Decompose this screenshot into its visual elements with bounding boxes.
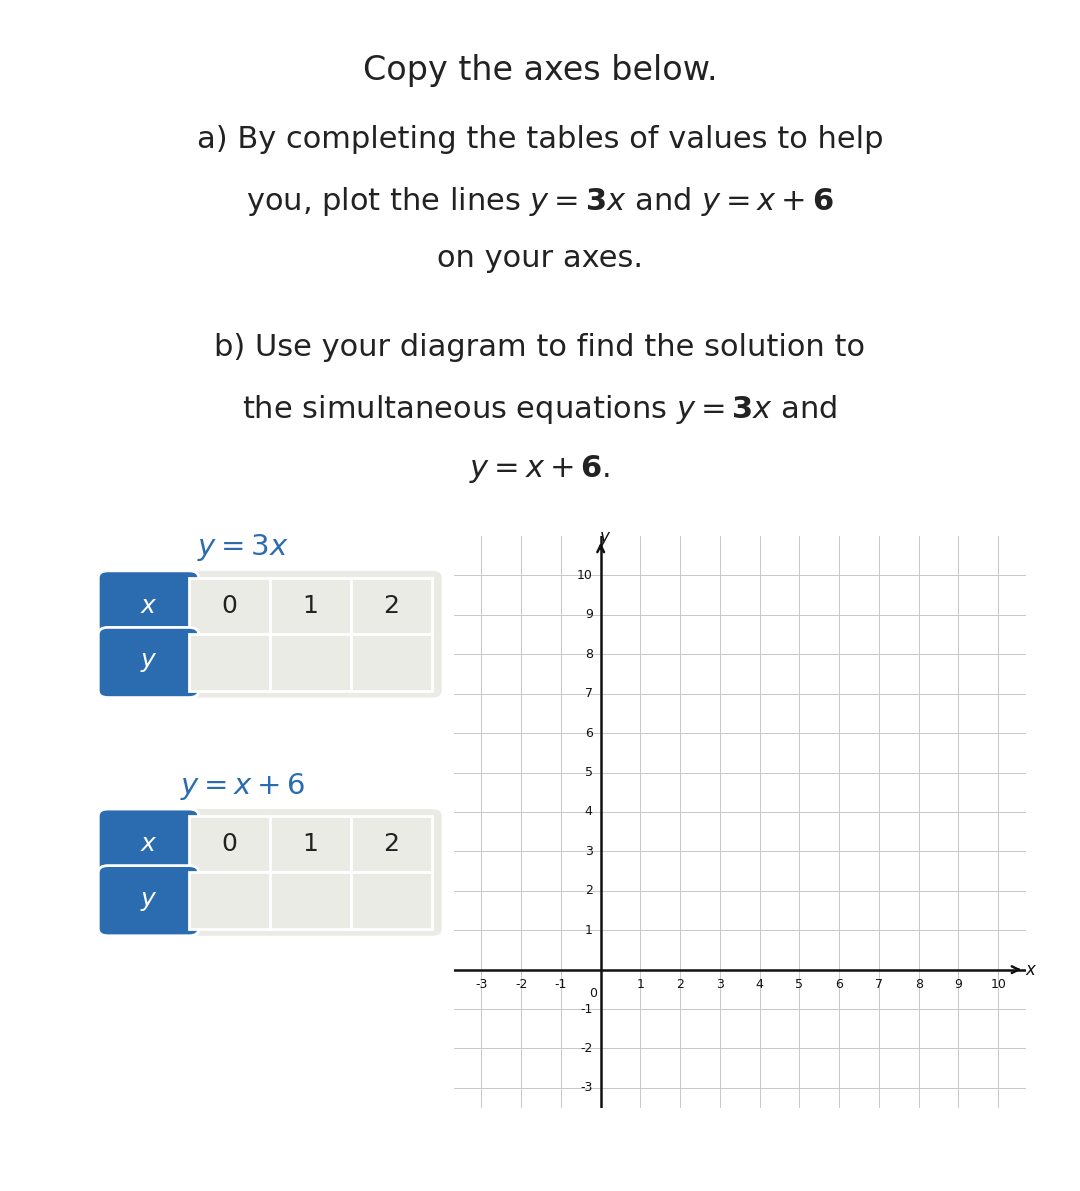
Text: $\it{y}$: $\it{y}$	[139, 650, 158, 674]
Text: 9: 9	[585, 609, 593, 622]
Text: 3: 3	[716, 978, 724, 991]
Text: 2: 2	[676, 978, 684, 991]
Text: -1: -1	[580, 1003, 593, 1016]
FancyBboxPatch shape	[351, 872, 432, 929]
FancyBboxPatch shape	[98, 866, 199, 936]
FancyBboxPatch shape	[98, 570, 442, 698]
Text: 4: 4	[585, 805, 593, 818]
Text: 7: 7	[584, 687, 593, 700]
Text: -2: -2	[580, 1042, 593, 1055]
Text: 6: 6	[585, 727, 593, 740]
Text: -1: -1	[555, 978, 567, 991]
Text: 1: 1	[302, 594, 319, 618]
FancyBboxPatch shape	[351, 578, 432, 634]
Text: -3: -3	[475, 978, 487, 991]
Text: you, plot the lines $\it{y} = \mathbf{3}\it{x}$ and $\it{y} = \it{x} + \mathbf{6: you, plot the lines $\it{y} = \mathbf{3}…	[246, 185, 834, 218]
Text: 0: 0	[221, 594, 238, 618]
Text: 1: 1	[636, 978, 645, 991]
Text: $\it{y}$: $\it{y}$	[599, 530, 611, 548]
Text: $y = 3x$: $y = 3x$	[198, 532, 288, 563]
Text: 2: 2	[585, 884, 593, 897]
Text: $y = x + 6$: $y = x + 6$	[180, 771, 306, 802]
FancyBboxPatch shape	[189, 872, 270, 929]
Text: 1: 1	[302, 833, 319, 856]
Text: 2: 2	[383, 833, 400, 856]
Text: 7: 7	[875, 978, 883, 991]
FancyBboxPatch shape	[98, 570, 199, 641]
Text: 0: 0	[221, 833, 238, 856]
Text: 0: 0	[590, 987, 597, 1000]
FancyBboxPatch shape	[351, 816, 432, 872]
Text: 4: 4	[756, 978, 764, 991]
FancyBboxPatch shape	[189, 816, 270, 872]
FancyBboxPatch shape	[270, 816, 351, 872]
Text: $\it{x}$: $\it{x}$	[139, 833, 158, 856]
Text: $\it{x}$: $\it{x}$	[1025, 961, 1038, 979]
Text: 3: 3	[585, 844, 593, 858]
Text: 2: 2	[383, 594, 400, 618]
FancyBboxPatch shape	[189, 634, 270, 691]
Text: 8: 8	[584, 648, 593, 661]
Text: 10: 10	[990, 978, 1007, 991]
Text: 5: 5	[796, 978, 804, 991]
Text: -2: -2	[515, 978, 527, 991]
Text: $\it{y}$: $\it{y}$	[139, 888, 158, 912]
FancyBboxPatch shape	[270, 578, 351, 634]
Text: on your axes.: on your axes.	[437, 244, 643, 273]
Text: $\it{x}$: $\it{x}$	[139, 594, 158, 618]
FancyBboxPatch shape	[98, 809, 442, 936]
Text: 6: 6	[835, 978, 843, 991]
FancyBboxPatch shape	[270, 872, 351, 929]
Text: Copy the axes below.: Copy the axes below.	[363, 54, 717, 87]
Text: 10: 10	[577, 569, 593, 582]
FancyBboxPatch shape	[189, 578, 270, 634]
FancyBboxPatch shape	[98, 628, 199, 698]
Text: 8: 8	[915, 978, 922, 991]
Text: 9: 9	[955, 978, 962, 991]
FancyBboxPatch shape	[351, 634, 432, 691]
Text: 5: 5	[584, 766, 593, 779]
Text: 1: 1	[585, 924, 593, 936]
Text: the simultaneous equations $\it{y} = \mathbf{3}\it{x}$ and: the simultaneous equations $\it{y} = \ma…	[242, 393, 838, 426]
FancyBboxPatch shape	[270, 634, 351, 691]
Text: a) By completing the tables of values to help: a) By completing the tables of values to…	[197, 125, 883, 154]
Text: -3: -3	[580, 1081, 593, 1095]
Text: b) Use your diagram to find the solution to: b) Use your diagram to find the solution…	[215, 333, 865, 362]
Text: $\it{y} = \it{x} + \mathbf{6}.$: $\it{y} = \it{x} + \mathbf{6}.$	[470, 453, 610, 485]
FancyBboxPatch shape	[98, 809, 199, 879]
